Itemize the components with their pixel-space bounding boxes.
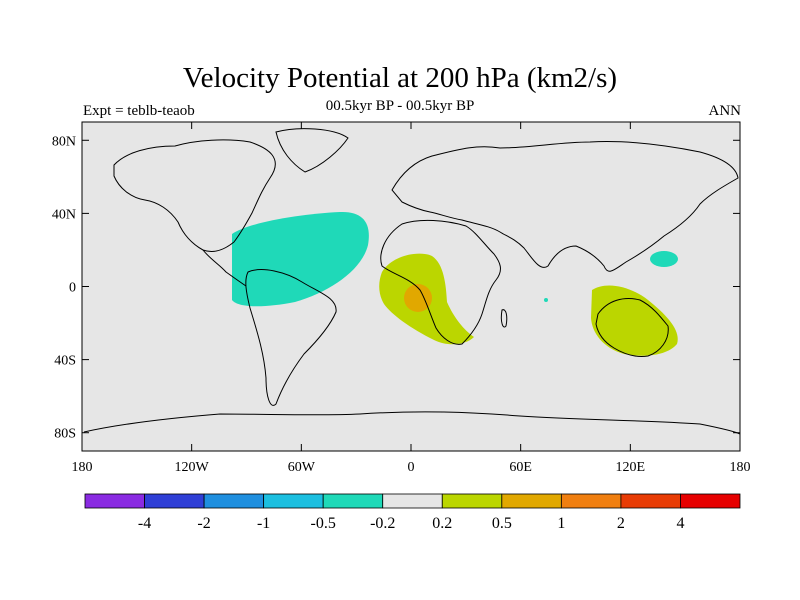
colorbar-swatch (501, 493, 562, 509)
y-tick-label: 80N (52, 134, 76, 149)
colorbar-label: -0.5 (311, 515, 336, 532)
africa-core-region (404, 284, 432, 312)
indian-ocean-spot (544, 298, 548, 302)
colorbar-label: 4 (676, 515, 684, 532)
colorbar-label: -4 (138, 515, 151, 532)
colorbar-swatch (144, 493, 205, 509)
colorbar-swatch (84, 493, 145, 509)
colorbar-label: 0.5 (492, 515, 512, 532)
colorbar-label: 2 (617, 515, 625, 532)
x-tick-label: 120E (616, 460, 646, 475)
season-label: ANN (708, 103, 742, 119)
colorbar: -4 -2 -1 -0.5 -0.2 0.2 0.5 1 2 4 (84, 493, 741, 532)
x-tick-label: 60W (288, 460, 316, 475)
colorbar-swatch (560, 493, 622, 509)
west-pacific-negative-region (650, 251, 678, 267)
colorbar-swatch (680, 493, 741, 509)
x-tick-label: 120W (175, 460, 210, 475)
chart-subtitle: 00.5kyr BP - 00.5kyr BP (325, 98, 475, 114)
colorbar-swatch (322, 493, 384, 509)
chart-title: Velocity Potential at 200 hPa (km2/s) (182, 62, 618, 94)
colorbar-swatch (263, 493, 324, 509)
colorbar-label: 0.2 (432, 515, 452, 532)
y-tick-label: 80S (54, 427, 76, 442)
colorbar-label: -2 (197, 515, 210, 532)
colorbar-swatch (441, 493, 503, 509)
coastlines (83, 128, 741, 435)
y-tick-label: 40S (54, 354, 76, 369)
colorbar-swatch (620, 493, 681, 509)
colorbar-label: -0.2 (370, 515, 395, 532)
axes: 180 120W 60W 0 60E 120E 180 80N 40N 0 40S 80S (52, 122, 751, 475)
y-tick-label: 0 (69, 281, 76, 296)
atlantic-negative-region (232, 211, 369, 307)
x-tick-label: 0 (408, 460, 415, 475)
australia-positive-region (591, 285, 678, 356)
colorbar-swatch (382, 493, 443, 509)
x-tick-label: 60E (509, 460, 532, 475)
x-tick-label: 180 (72, 460, 93, 475)
colorbar-label: 1 (557, 515, 565, 532)
experiment-label: Expt = teblb-teaob (83, 103, 195, 119)
colorbar-label: -1 (257, 515, 270, 532)
y-tick-label: 40N (52, 207, 76, 222)
colorbar-swatch (203, 493, 265, 509)
x-tick-label: 180 (730, 460, 751, 475)
